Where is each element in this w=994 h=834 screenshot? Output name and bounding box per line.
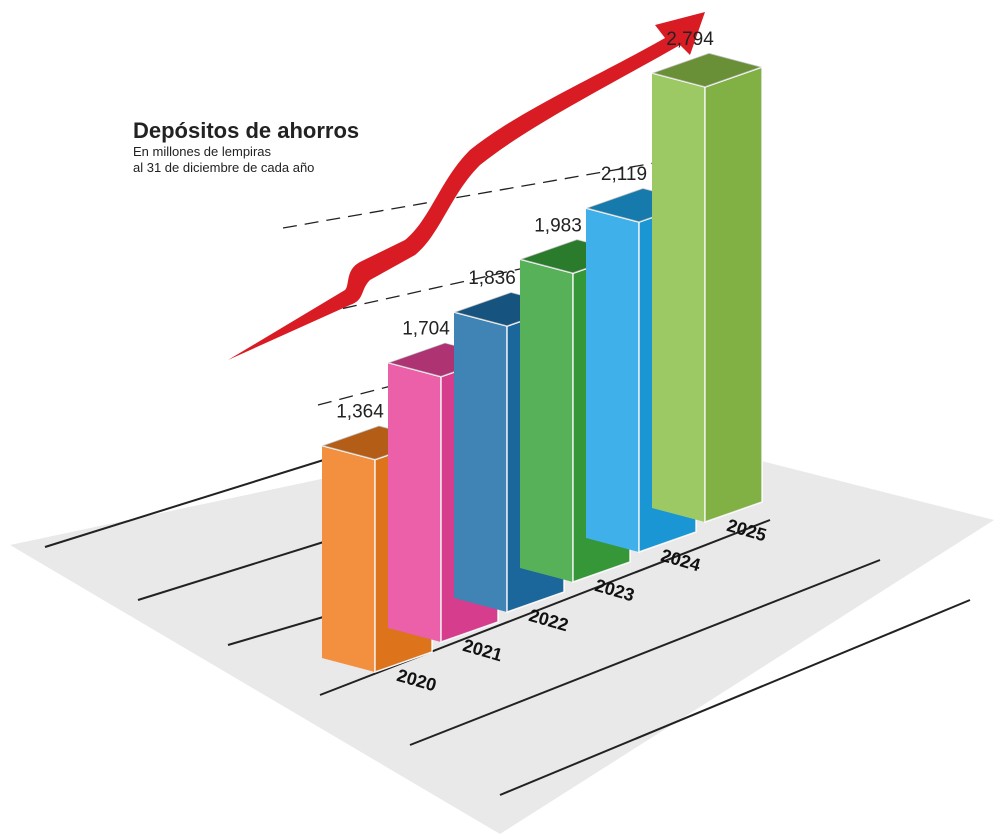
bar-side bbox=[520, 259, 573, 582]
bar-front-shade bbox=[705, 67, 762, 522]
bar-side-shade bbox=[388, 362, 441, 642]
bar-side-shade bbox=[652, 73, 705, 522]
value-label: 1,704 bbox=[402, 319, 450, 340]
chart-title: Depósitos de ahorros bbox=[133, 118, 359, 143]
value-label: 2,119 bbox=[601, 164, 647, 185]
floor-line bbox=[227, 614, 331, 646]
bar-side-shade bbox=[322, 445, 375, 672]
value-label: 1,983 bbox=[534, 215, 582, 236]
floor bbox=[10, 420, 994, 834]
bar-side-shade bbox=[586, 208, 639, 553]
chart-subtitle: En millones de lempiras bbox=[133, 144, 272, 159]
bars: 1,36420201,70420211,83620221,98320232,11… bbox=[319, 29, 769, 695]
bar-top bbox=[649, 52, 765, 88]
floor-line bbox=[319, 519, 771, 696]
trend-arrow bbox=[228, 12, 705, 360]
chart-subtitle: al 31 de diciembre de cada año bbox=[133, 160, 314, 175]
floor-line bbox=[137, 539, 331, 601]
bar-side bbox=[586, 208, 639, 553]
bar-side bbox=[322, 445, 375, 672]
floor-lines bbox=[44, 457, 971, 796]
bar-side bbox=[388, 362, 441, 642]
value-label: 1,836 bbox=[468, 268, 516, 289]
floor-line bbox=[409, 559, 881, 746]
value-label: 2,794 bbox=[666, 29, 714, 50]
bar-side-shade bbox=[454, 312, 507, 612]
bar-top-shade bbox=[652, 53, 762, 87]
bar-side-shade bbox=[520, 259, 573, 582]
floor-line bbox=[499, 599, 971, 796]
floor-line bbox=[44, 457, 331, 548]
bar-side bbox=[454, 312, 507, 612]
value-label: 1,364 bbox=[336, 402, 384, 423]
bar-side bbox=[652, 73, 705, 522]
